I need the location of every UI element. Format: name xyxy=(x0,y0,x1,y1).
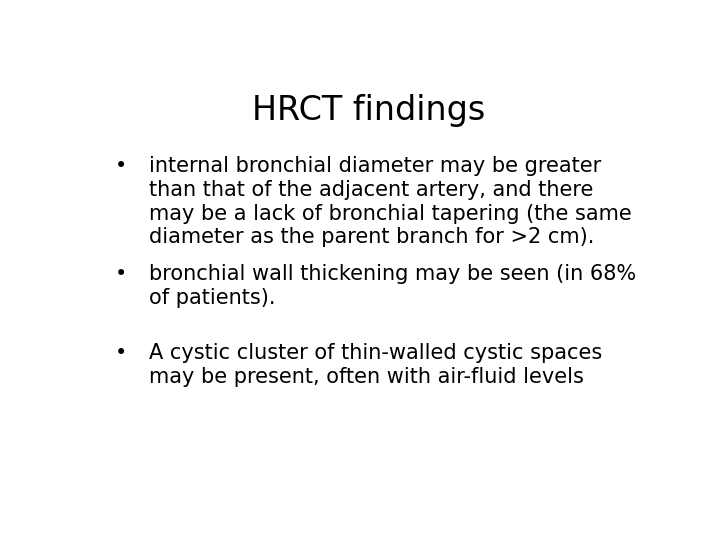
Text: diameter as the parent branch for >2 cm).: diameter as the parent branch for >2 cm)… xyxy=(148,227,594,247)
Text: bronchial wall thickening may be seen (in 68%: bronchial wall thickening may be seen (i… xyxy=(148,265,636,285)
Text: internal bronchial diameter may be greater: internal bronchial diameter may be great… xyxy=(148,156,601,176)
Text: A cystic cluster of thin-walled cystic spaces: A cystic cluster of thin-walled cystic s… xyxy=(148,343,602,363)
Text: •: • xyxy=(114,156,127,176)
Text: may be a lack of bronchial tapering (the same: may be a lack of bronchial tapering (the… xyxy=(148,204,631,224)
Text: •: • xyxy=(114,343,127,363)
Text: than that of the adjacent artery, and there: than that of the adjacent artery, and th… xyxy=(148,180,593,200)
Text: of patients).: of patients). xyxy=(148,288,275,308)
Text: •: • xyxy=(114,265,127,285)
Text: may be present, often with air-fluid levels: may be present, often with air-fluid lev… xyxy=(148,367,583,387)
Text: HRCT findings: HRCT findings xyxy=(253,94,485,127)
